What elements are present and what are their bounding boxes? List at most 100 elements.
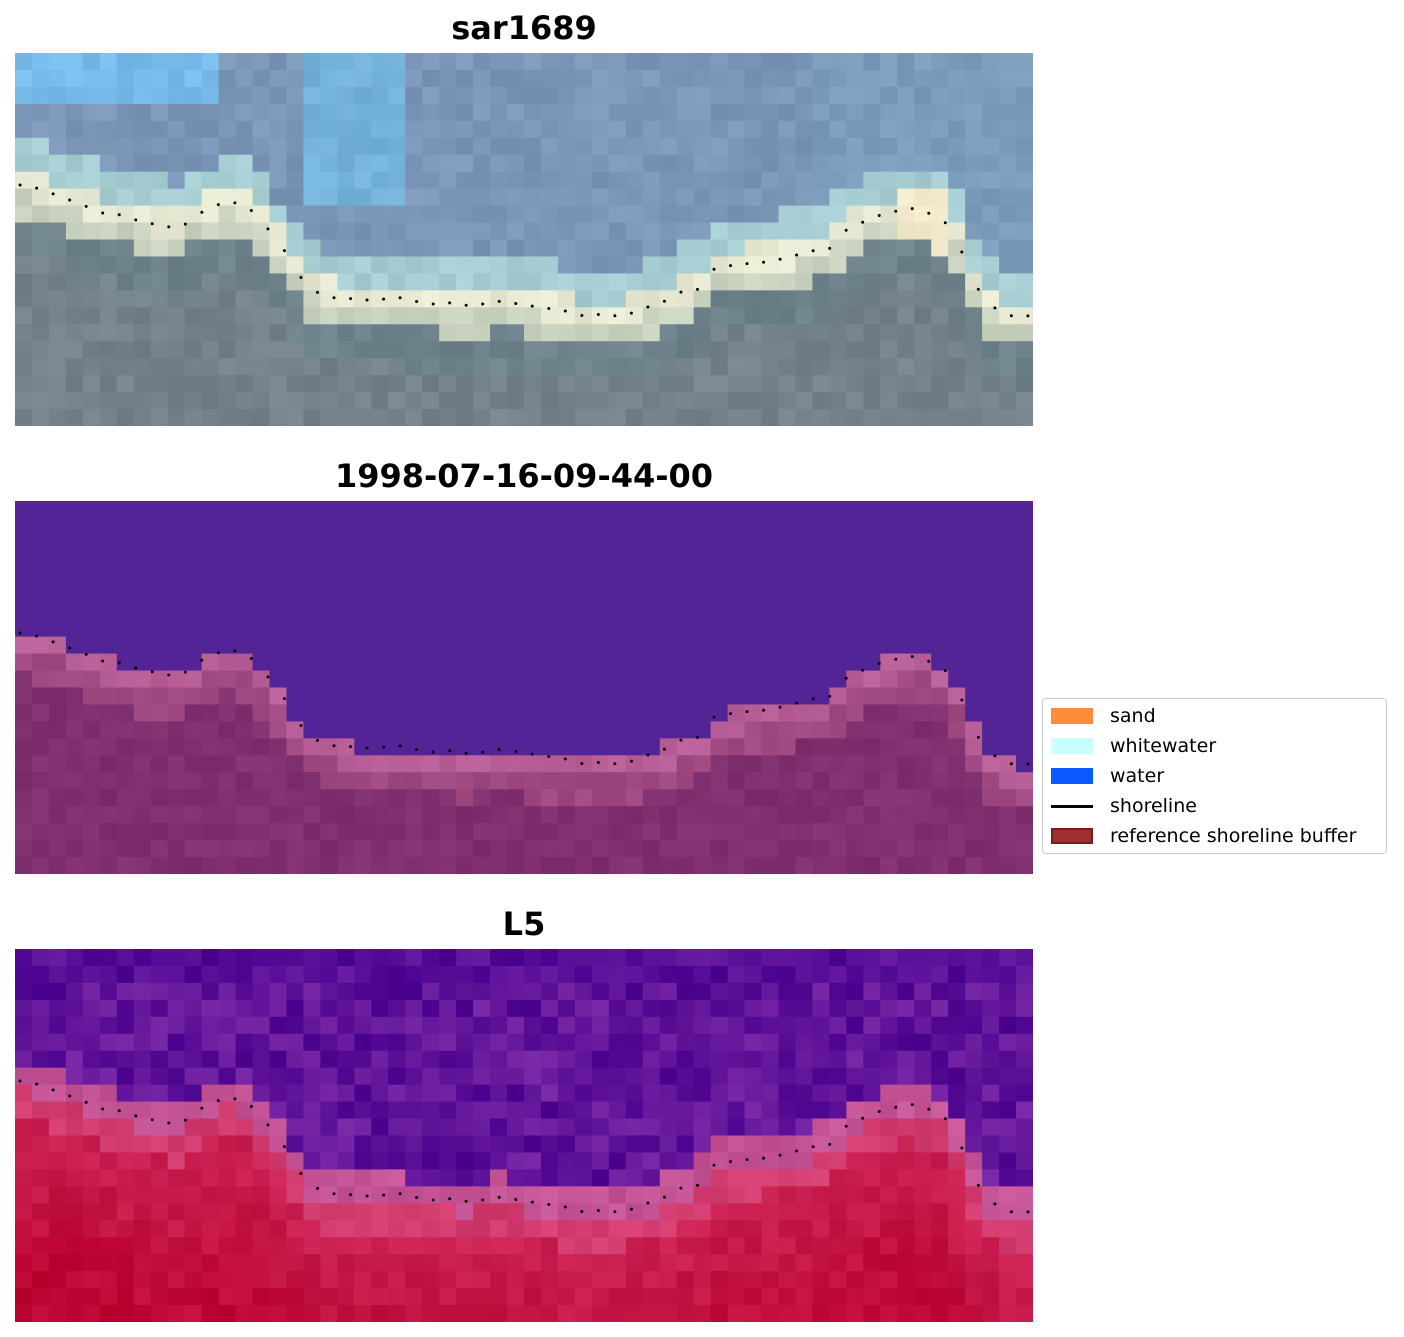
classified-image-pixel [388, 517, 406, 536]
index-image-pixel [388, 1203, 406, 1221]
classified-image-pixel [897, 738, 915, 756]
classified-image-pixel [405, 806, 423, 824]
rgb-image-pixel [608, 137, 627, 156]
classified-image-pixel [201, 636, 220, 655]
shoreline-point [580, 762, 584, 765]
shoreline-point [349, 1193, 353, 1197]
classified-image-pixel [286, 738, 305, 756]
index-image-pixel [31, 1305, 50, 1322]
classified-image-pixel [371, 501, 389, 519]
index-image-pixel [337, 1203, 355, 1221]
rgb-image-pixel [761, 307, 780, 325]
rgb-image-pixel [710, 171, 729, 190]
index-image-pixel [116, 1254, 135, 1272]
rgb-image-pixel [201, 239, 220, 258]
classified-image-pixel [931, 840, 949, 858]
rgb-image-pixel [524, 154, 542, 173]
index-image-pixel [795, 1237, 814, 1255]
rgb-image-pixel [201, 188, 220, 207]
index-image-pixel [557, 1254, 576, 1272]
rgb-image-pixel [676, 256, 695, 274]
classified-image-pixel [354, 653, 372, 672]
shoreline-point [861, 668, 865, 672]
classified-image-pixel [235, 585, 254, 604]
classified-image-pixel [269, 704, 288, 722]
shoreline-point [563, 757, 567, 761]
classified-image-pixel [65, 602, 84, 621]
rgb-image-pixel [846, 409, 864, 426]
rgb-image-pixel [31, 171, 50, 190]
rgb-image-pixel [116, 120, 135, 139]
index-image-pixel [710, 1084, 729, 1103]
index-image-pixel [982, 949, 1000, 967]
index-image-pixel [507, 1288, 525, 1306]
rgb-image-pixel [608, 290, 627, 308]
rgb-image-pixel [99, 222, 118, 241]
rgb-image-pixel [557, 205, 576, 224]
rgb-image-pixel [184, 324, 203, 342]
classified-image-pixel [490, 602, 508, 621]
classified-image-pixel [744, 704, 763, 722]
classified-image-pixel [201, 619, 220, 638]
rgb-image-pixel [574, 188, 593, 207]
index-image-pixel [320, 1203, 338, 1221]
classified-image-pixel [99, 670, 118, 689]
index-image-pixel [439, 1101, 457, 1120]
index-image-pixel [150, 1220, 169, 1238]
index-image-pixel [150, 1288, 169, 1306]
index-image-pixel [269, 1186, 288, 1204]
classified-image-pixel [608, 670, 627, 689]
index-image-pixel [269, 1220, 288, 1238]
index-image-pixel [608, 1203, 627, 1221]
classified-image-pixel [1016, 857, 1033, 874]
classified-image-pixel [642, 551, 661, 570]
index-image-pixel [15, 999, 33, 1018]
index-image-pixel [540, 1169, 559, 1187]
rgb-image-pixel [897, 137, 915, 156]
rgb-image-pixel [116, 324, 135, 342]
rgb-image-pixel [863, 188, 881, 207]
rgb-image-pixel [829, 171, 847, 190]
classified-image-pixel [574, 772, 593, 790]
rgb-image-pixel [456, 392, 474, 410]
classified-image-pixel [540, 704, 559, 722]
rgb-image-pixel [286, 256, 305, 274]
rgb-image-pixel [320, 120, 338, 139]
classified-image-pixel [218, 636, 237, 655]
rgb-image-pixel [965, 256, 983, 274]
classified-image-pixel [1016, 738, 1033, 756]
index-image-pixel [82, 1305, 101, 1322]
shoreline-point [662, 1195, 666, 1199]
classified-image-pixel [591, 551, 610, 570]
rgb-image-pixel [999, 188, 1017, 207]
rgb-image-pixel [982, 273, 1000, 291]
index-image-pixel [829, 1288, 847, 1306]
shoreline-point [861, 220, 865, 224]
classified-image-pixel [982, 687, 1000, 706]
index-image-pixel [574, 1067, 593, 1086]
rgb-image-pixel [201, 358, 220, 376]
classified-image-pixel [167, 755, 186, 773]
rgb-image-pixel [880, 120, 898, 139]
classified-image-pixel [82, 840, 101, 858]
index-image-pixel [863, 1254, 881, 1272]
classified-image-pixel [897, 721, 915, 739]
index-image-pixel [15, 965, 33, 984]
index-image-pixel [15, 1237, 33, 1255]
index-image-pixel [473, 1135, 491, 1154]
panel-title-rgb: sar1689 [451, 9, 597, 47]
classified-image-pixel [473, 670, 491, 689]
classified-image-pixel [320, 840, 338, 858]
rgb-image-pixel [778, 290, 797, 308]
index-image-pixel [252, 1186, 271, 1204]
classified-image-pixel [948, 738, 966, 756]
classified-image-pixel [456, 772, 474, 790]
index-image-pixel [642, 1271, 661, 1289]
rgb-image-pixel [218, 290, 237, 308]
index-image-pixel [286, 1237, 305, 1255]
rgb-image-pixel [914, 392, 932, 410]
rgb-image-pixel [778, 69, 797, 88]
rgb-image-pixel [829, 239, 847, 258]
classified-image-pixel [795, 789, 814, 807]
rgb-image-pixel [235, 86, 254, 105]
